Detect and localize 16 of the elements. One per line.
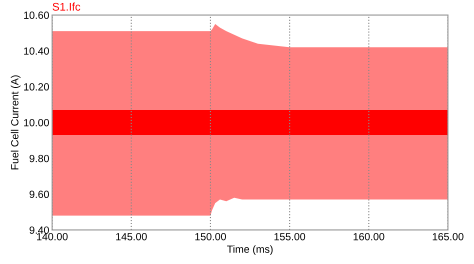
y-tick-label: 10.00 xyxy=(24,118,49,126)
x-axis-title: Time (ms) xyxy=(227,245,273,255)
x-tick-label: 140.00 xyxy=(37,232,68,240)
y-tick-label: 10.20 xyxy=(24,83,49,91)
y-axis-title: Fuel Cell Current (A) xyxy=(10,75,21,170)
x-tick-label: 160.00 xyxy=(354,232,384,240)
x-tick-label: 165.00 xyxy=(432,232,464,240)
y-tick-label: 9.60 xyxy=(30,190,49,198)
x-tick-label: 155.00 xyxy=(274,232,306,240)
y-tick-label: 10.60 xyxy=(24,12,49,19)
x-tick-label: 145.00 xyxy=(116,232,147,240)
text: S1.Ifc xyxy=(52,2,80,11)
y-tick-label: 9.80 xyxy=(30,154,49,162)
y-tick-label: 10.40 xyxy=(24,47,49,55)
x-tick-label: 150.00 xyxy=(195,232,226,240)
y-tick-label: 9.40 xyxy=(30,226,49,234)
